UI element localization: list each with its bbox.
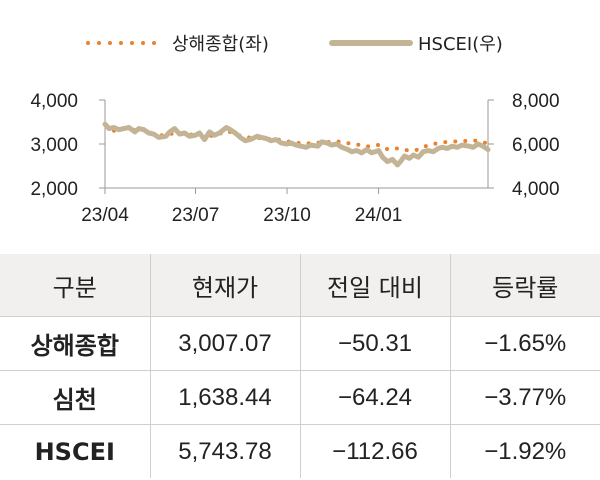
- row-change: −64.24: [300, 370, 451, 425]
- x-tick-label: 23/10: [263, 205, 311, 226]
- row-change: −112.66: [300, 424, 451, 478]
- series-line-shanghai: [112, 126, 490, 153]
- row-price: 3,007.07: [150, 316, 301, 371]
- header-rate: 등락률: [450, 254, 600, 317]
- legend-label: HSCEI(우): [418, 34, 503, 55]
- series-line-hscei: [102, 121, 491, 168]
- row-name: HSCEI: [0, 424, 151, 478]
- header-change: 전일 대비: [300, 254, 451, 317]
- table-row: HSCEI 5,743.78 −112.66 −1.92%: [0, 424, 600, 478]
- table-row: 심천 1,638.44 −64.24 −3.77%: [0, 370, 600, 425]
- row-price: 1,638.44: [150, 370, 301, 425]
- chart-legend: 상해종합(좌) HSCEI(우): [86, 34, 503, 55]
- row-rate: −1.92%: [484, 437, 567, 465]
- right-tick-label: 4,000: [512, 179, 560, 200]
- x-tick-label: 23/07: [172, 205, 220, 226]
- left-tick-label: 2,000: [30, 179, 78, 200]
- header-price: 현재가: [150, 254, 301, 317]
- row-price: 5,743.78: [150, 424, 301, 478]
- index-quote-table: 구분 현재가 전일 대비 등락률 상해종합 3,007.07 −50.31 −1…: [0, 254, 600, 478]
- row-rate: −1.65%: [450, 316, 600, 371]
- left-tick-label: 3,000: [30, 135, 78, 156]
- chart-series: [102, 121, 491, 168]
- legend-label: 상해종합(좌): [172, 34, 269, 55]
- right-tick-label: 8,000: [512, 91, 560, 112]
- index-line-chart: 상해종합(좌) HSCEI(우) 4,000 3,000 2,000 8,000 6,00…: [30, 34, 559, 226]
- header-category: 구분: [0, 254, 151, 317]
- row-change: −50.31: [300, 316, 451, 371]
- table-row: 상해종합 3,007.07 −50.31 −1.65%: [0, 316, 600, 371]
- x-tick-label: 23/04: [81, 205, 129, 226]
- chart-axes: 4,000 3,000 2,000 8,000 6,000 4,000 23/04 23/07…: [30, 91, 559, 226]
- left-tick-label: 4,000: [30, 91, 78, 112]
- row-name: 상해종합: [0, 316, 151, 371]
- row-name: 심천: [0, 370, 151, 425]
- table-header-row: 구분 현재가 전일 대비 등락률: [0, 254, 600, 317]
- x-tick-label: 24/01: [355, 205, 403, 226]
- right-tick-label: 6,000: [512, 135, 560, 156]
- row-rate: −3.77%: [450, 370, 600, 425]
